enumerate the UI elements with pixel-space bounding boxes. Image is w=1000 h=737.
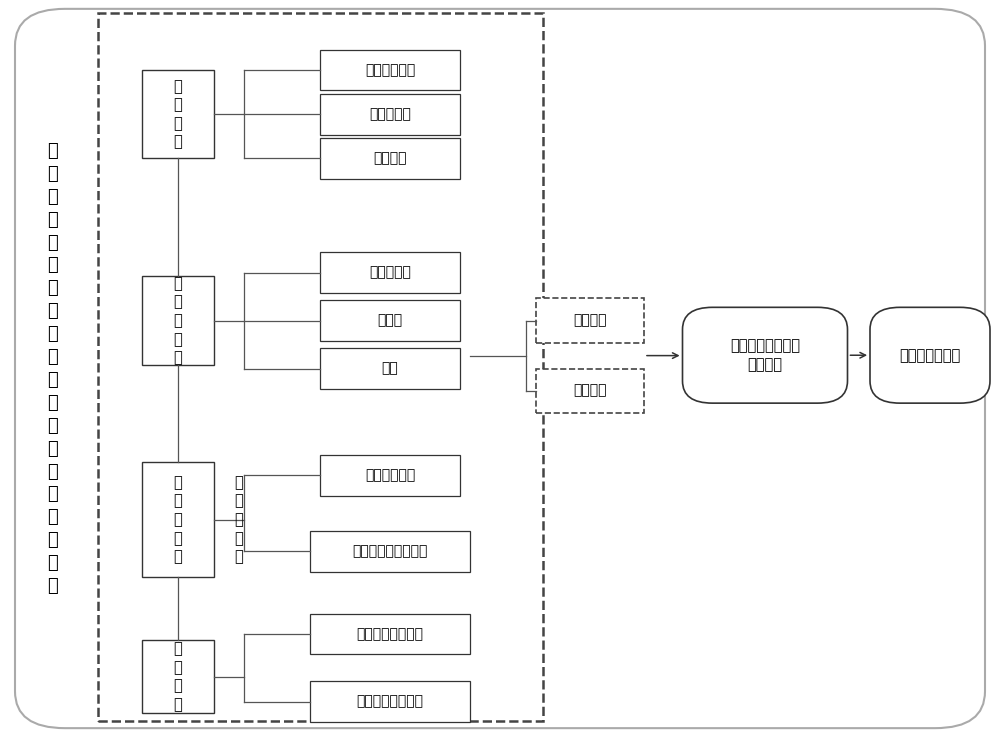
FancyBboxPatch shape xyxy=(142,463,214,576)
FancyBboxPatch shape xyxy=(682,307,848,403)
FancyBboxPatch shape xyxy=(310,531,470,572)
Text: 主阀: 主阀 xyxy=(382,362,398,375)
Text: 参数确立: 参数确立 xyxy=(573,384,607,397)
Text: 放大阀: 放大阀 xyxy=(377,314,403,327)
Text: 结果输出子系统: 结果输出子系统 xyxy=(899,348,961,363)
FancyBboxPatch shape xyxy=(310,681,470,722)
FancyBboxPatch shape xyxy=(142,70,214,158)
FancyBboxPatch shape xyxy=(320,252,460,293)
Text: 缸内缓冲参数化模型: 缸内缓冲参数化模型 xyxy=(352,545,428,558)
Text: 内
缓
冲
系
统: 内 缓 冲 系 统 xyxy=(174,475,182,565)
FancyBboxPatch shape xyxy=(320,455,460,496)
FancyBboxPatch shape xyxy=(142,276,214,365)
Text: 电磁先导阀: 电磁先导阀 xyxy=(369,266,411,279)
Text: 特
高
压
断
路
器
用
液
压
操
动
机
构
的
仿
真
平
台
系
统: 特 高 压 断 路 器 用 液 压 操 动 机 构 的 仿 真 平 台 系 统 xyxy=(47,142,57,595)
FancyBboxPatch shape xyxy=(15,9,985,728)
Text: 控
制
阀
系
统: 控 制 阀 系 统 xyxy=(174,276,182,366)
Text: 沿程压力损失模型: 沿程压力损失模型 xyxy=(356,627,424,640)
Text: 局部压力损失模型: 局部压力损失模型 xyxy=(356,695,424,708)
Text: 初始参数计算: 初始参数计算 xyxy=(365,63,415,77)
Text: 差动式液压缸: 差动式液压缸 xyxy=(365,469,415,482)
FancyBboxPatch shape xyxy=(320,50,460,90)
Text: 理论建模: 理论建模 xyxy=(573,314,607,327)
FancyBboxPatch shape xyxy=(320,94,460,134)
FancyBboxPatch shape xyxy=(870,307,990,403)
Text: 仿真模型搭建和计
算子系统: 仿真模型搭建和计 算子系统 xyxy=(730,338,800,372)
FancyBboxPatch shape xyxy=(536,298,644,343)
Text: 液
压
缸
及
其: 液 压 缸 及 其 xyxy=(235,475,243,565)
Text: 管
道
系
统: 管 道 系 统 xyxy=(174,641,182,712)
FancyBboxPatch shape xyxy=(320,301,460,340)
Text: 储
能
系
统: 储 能 系 统 xyxy=(174,79,182,150)
FancyBboxPatch shape xyxy=(320,138,460,179)
Text: 蓄能器搭建: 蓄能器搭建 xyxy=(369,108,411,121)
FancyBboxPatch shape xyxy=(536,368,644,413)
FancyBboxPatch shape xyxy=(320,349,460,389)
FancyBboxPatch shape xyxy=(142,640,214,713)
Text: 充压装置: 充压装置 xyxy=(373,152,407,165)
FancyBboxPatch shape xyxy=(310,613,470,654)
